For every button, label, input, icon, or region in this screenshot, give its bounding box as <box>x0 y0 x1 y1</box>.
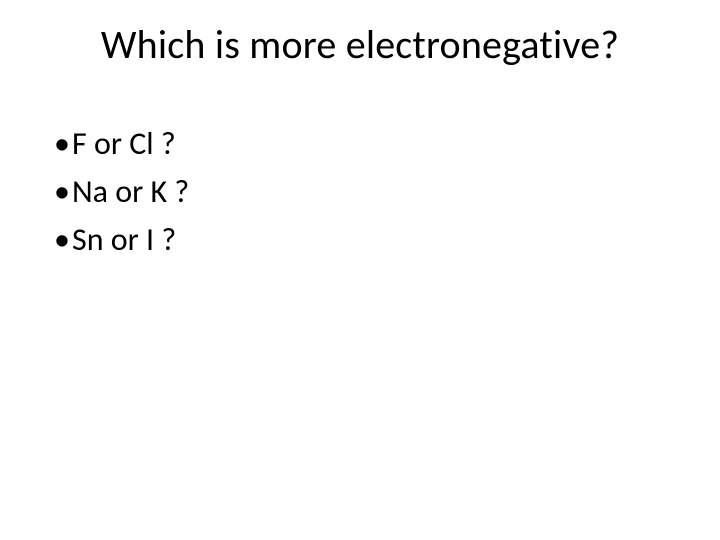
bullet-item: •Sn or I ? <box>54 216 666 264</box>
bullet-icon: • <box>54 168 72 216</box>
bullet-text: Sn or I ? <box>72 220 176 259</box>
slide-body: •F or Cl ? •Na or K ? •Sn or I ? <box>54 120 666 264</box>
bullet-item: •F or Cl ? <box>54 120 666 168</box>
bullet-item: •Na or K ? <box>54 168 666 216</box>
bullet-icon: • <box>54 120 72 168</box>
slide: Which is more electronegative? •F or Cl … <box>0 0 720 540</box>
bullet-text: F or Cl ? <box>72 124 176 163</box>
bullet-text: Na or K ? <box>72 172 189 211</box>
slide-title: Which is more electronegative? <box>0 20 720 69</box>
bullet-icon: • <box>54 216 72 264</box>
